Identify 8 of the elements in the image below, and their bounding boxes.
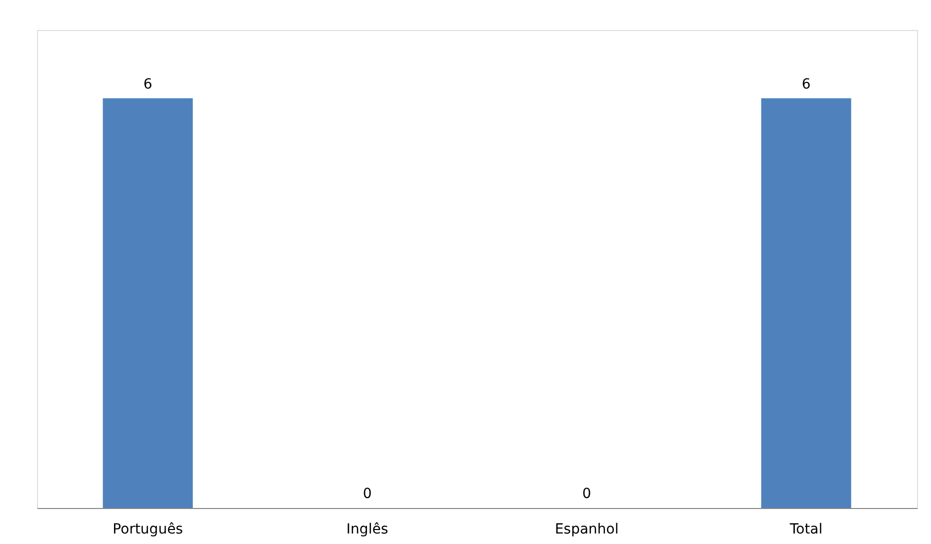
x-tick-label: Espanhol — [554, 522, 619, 538]
data-label: 6 — [802, 76, 811, 92]
x-tick-label: Total — [788, 522, 823, 538]
data-label: 6 — [143, 76, 152, 92]
x-tick-label: Inglês — [346, 522, 388, 538]
x-tick-label: Português — [112, 522, 183, 538]
data-label: 0 — [582, 486, 592, 502]
data-label: 0 — [362, 486, 372, 502]
